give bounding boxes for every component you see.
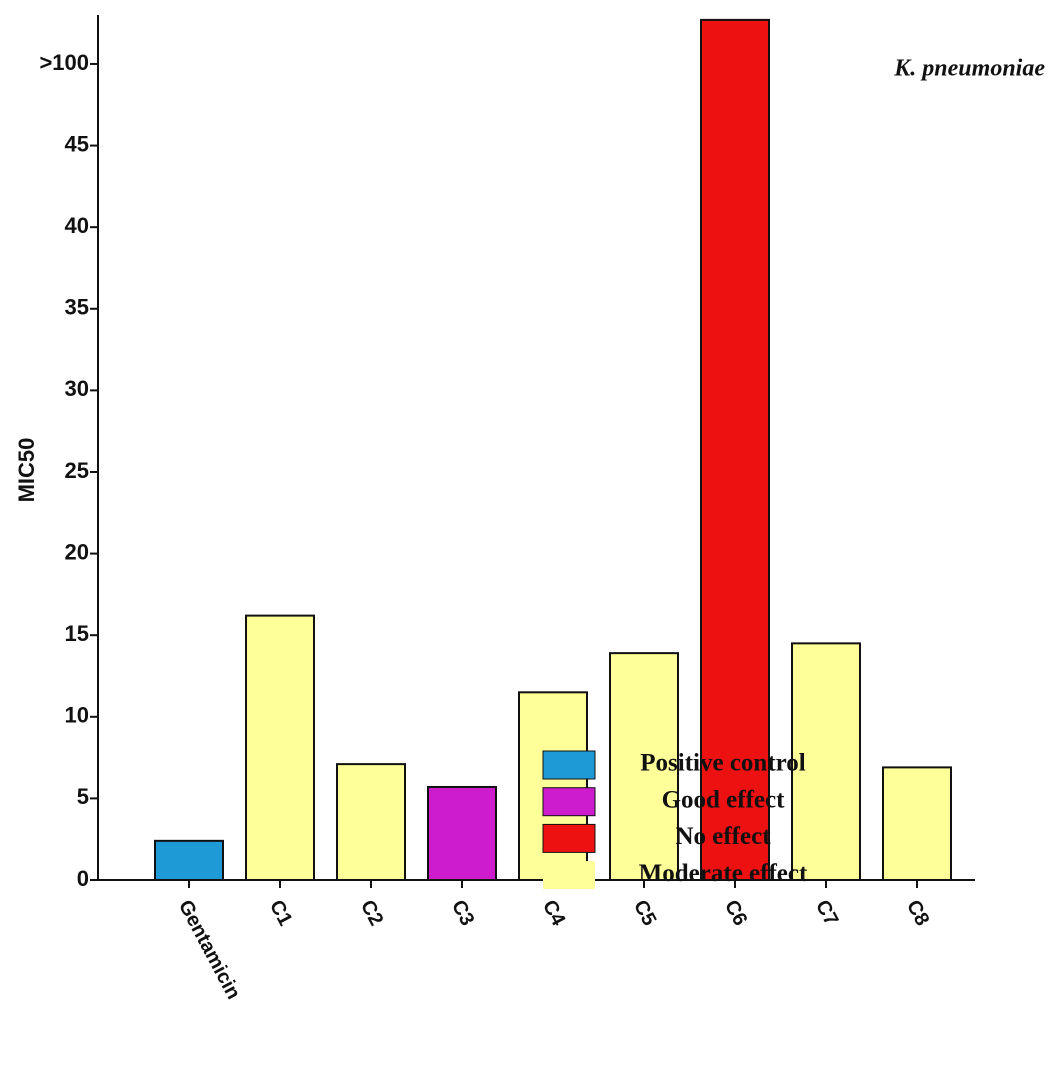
x-tick-label: C2 (356, 896, 387, 929)
y-tick-label: 35 (65, 295, 89, 320)
bar (882, 766, 952, 881)
bar (427, 785, 497, 881)
y-tick-label: 0 (77, 866, 89, 891)
x-tick-label: C7 (811, 896, 842, 929)
legend-swatch (542, 823, 596, 853)
x-tick-label: C8 (902, 896, 933, 929)
bar (154, 839, 224, 882)
legend-label: No effect (675, 823, 771, 850)
y-tick-label: 45 (65, 131, 89, 156)
y-tick-label: 10 (65, 703, 89, 728)
annotation: K. pneumoniae (893, 56, 1045, 82)
bar (336, 763, 406, 881)
bar (700, 18, 770, 881)
x-tick-label: C1 (265, 896, 296, 929)
y-tick-label: >100 (39, 50, 89, 75)
legend-label: Moderate effect (639, 860, 808, 887)
y-axis-label: MIC50 (14, 438, 39, 503)
bar (791, 642, 861, 881)
y-tick-label: 20 (65, 539, 89, 564)
bar (609, 652, 679, 881)
y-tick-label: 15 (65, 621, 89, 646)
legend-swatch (543, 861, 595, 890)
x-tick-label: Gentamicin (174, 896, 245, 1003)
bar (245, 614, 315, 881)
y-tick-label: 25 (65, 458, 89, 483)
x-tick-label: C5 (629, 896, 660, 929)
y-tick-label: 5 (77, 784, 89, 809)
y-tick-label: 30 (65, 376, 89, 401)
x-tick-label: C4 (538, 896, 570, 930)
x-tick-label: C6 (720, 896, 751, 929)
legend-swatch (542, 787, 596, 817)
legend-swatch (542, 750, 596, 780)
legend-label: Good effect (662, 786, 786, 813)
legend-label: Positive control (640, 750, 806, 777)
x-tick-label: C3 (447, 896, 478, 929)
y-tick-label: 40 (65, 213, 89, 238)
